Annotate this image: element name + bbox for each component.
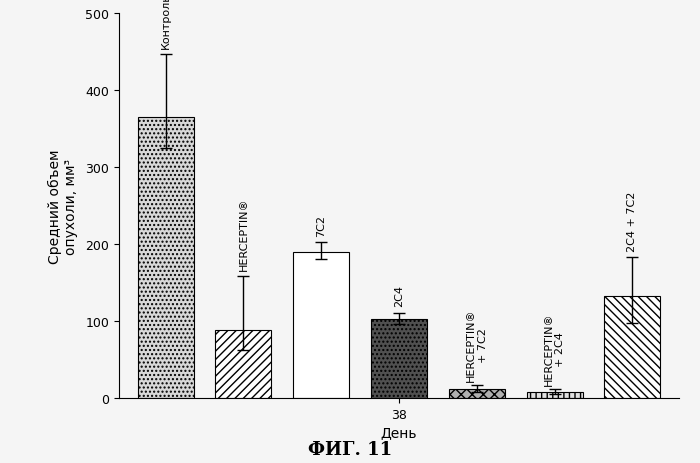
Bar (604, 296, 660, 398)
Bar (371, 319, 427, 398)
X-axis label: День: День (381, 425, 417, 439)
Text: 2C4 + 7C2: 2C4 + 7C2 (627, 191, 637, 251)
Text: Контроль: Контроль (161, 0, 171, 49)
Text: HERCEPTIN®
+ 7C2: HERCEPTIN® + 7C2 (466, 308, 488, 381)
Text: 2C4: 2C4 (394, 285, 404, 307)
Text: HERCEPTIN®: HERCEPTIN® (239, 197, 248, 270)
Bar (449, 389, 505, 398)
Bar (526, 392, 582, 398)
Bar (293, 252, 349, 398)
Y-axis label: Средний объем
опухоли, мм³: Средний объем опухоли, мм³ (48, 149, 78, 263)
Text: ФИГ. 11: ФИГ. 11 (308, 440, 392, 458)
Bar (138, 118, 194, 398)
Bar (216, 331, 272, 398)
Text: HERCEPTIN®
+ 2C4: HERCEPTIN® + 2C4 (544, 312, 566, 385)
Text: 7C2: 7C2 (316, 215, 326, 237)
